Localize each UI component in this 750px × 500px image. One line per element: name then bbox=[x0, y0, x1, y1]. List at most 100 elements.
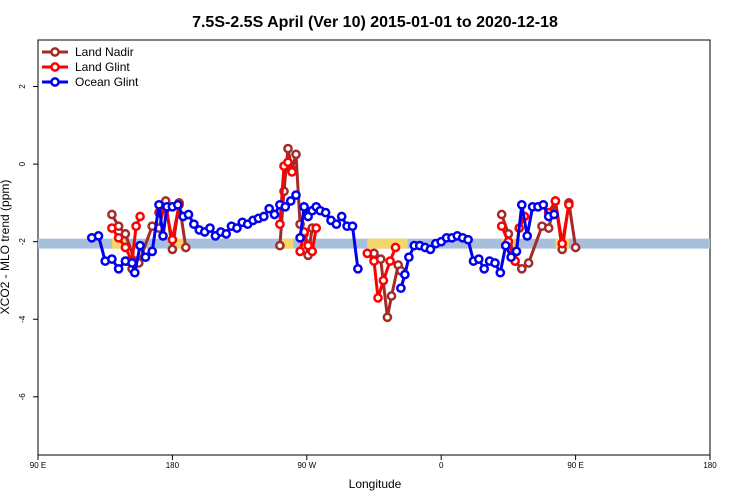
data-point-0-4-2 bbox=[382, 312, 393, 323]
plot-area bbox=[37, 39, 711, 456]
data-point-2-0-11 bbox=[154, 199, 164, 210]
data-point-1-5-0 bbox=[496, 221, 507, 232]
data-point-2-2-27 bbox=[538, 199, 549, 210]
x-tick-label-3: 0 bbox=[439, 461, 444, 470]
series-land-nadir bbox=[107, 143, 581, 323]
data-point-2-0-17 bbox=[183, 209, 194, 220]
series-ocean-glint bbox=[86, 190, 559, 294]
data-point-2-2-21 bbox=[506, 252, 516, 263]
data-point-0-3-4 bbox=[291, 149, 301, 160]
data-point-2-0-12 bbox=[158, 231, 168, 241]
data-point-2-0-35 bbox=[280, 201, 291, 212]
data-point-1-1-2 bbox=[167, 234, 178, 245]
legend-label-0: Land Nadir bbox=[75, 45, 134, 59]
data-point-2-0-36 bbox=[285, 196, 296, 206]
x-tick-label-0: 90 E bbox=[30, 461, 46, 470]
data-point-2-1-1 bbox=[299, 201, 309, 212]
data-point-2-0-15 bbox=[172, 199, 183, 210]
data-point-1-4-4 bbox=[385, 256, 395, 266]
y-tick-label-2: -2 bbox=[18, 238, 27, 246]
legend-label-1: Land Glint bbox=[75, 60, 130, 74]
data-point-1-2-3 bbox=[287, 167, 297, 177]
y-axis: 2 0 -2 -4 -6 bbox=[18, 84, 38, 400]
legend-label-2: Ocean Glint bbox=[75, 75, 139, 89]
data-point-0-5-0 bbox=[496, 209, 507, 220]
data-point-2-0-33 bbox=[269, 209, 280, 220]
data-point-2-1-11 bbox=[347, 221, 358, 232]
data-point-2-2-22 bbox=[511, 246, 522, 257]
data-point-2-2-29 bbox=[549, 209, 559, 220]
x-tick-label-2: 90 W bbox=[297, 461, 316, 470]
legend-swatch-marker-1 bbox=[50, 62, 60, 72]
legend-swatch-marker-2 bbox=[50, 77, 60, 87]
x-tick-label-5: 180 bbox=[703, 461, 717, 470]
series-land-glint bbox=[107, 157, 574, 303]
data-point-1-4-1 bbox=[369, 256, 379, 266]
data-point-1-0-5 bbox=[135, 211, 145, 222]
data-point-1-6-3 bbox=[564, 199, 574, 210]
series-layer bbox=[86, 143, 581, 323]
data-point-0-0-2 bbox=[120, 229, 131, 239]
data-point-2-0-24 bbox=[221, 229, 232, 239]
data-point-0-6-4 bbox=[570, 242, 581, 253]
data-point-2-2-15 bbox=[473, 254, 484, 264]
legend-swatch-marker-0 bbox=[50, 47, 60, 57]
data-point-0-2-4 bbox=[180, 242, 191, 253]
data-point-2-0-6 bbox=[127, 258, 137, 268]
data-point-0-3-2 bbox=[283, 143, 293, 154]
data-point-1-4-0 bbox=[362, 248, 373, 259]
data-point-2-2-18 bbox=[490, 258, 500, 268]
data-point-0-0-0 bbox=[107, 209, 117, 220]
data-point-2-2-13 bbox=[463, 234, 473, 245]
data-point-1-0-2 bbox=[120, 242, 131, 253]
y-tick-label-3: -4 bbox=[18, 315, 27, 323]
data-point-1-3-3 bbox=[307, 246, 318, 257]
x-tick-label-4: 90 E bbox=[567, 461, 583, 470]
data-point-2-2-2 bbox=[404, 252, 414, 263]
y-tick-label-0: 2 bbox=[18, 84, 27, 89]
data-point-1-0-0 bbox=[107, 223, 117, 233]
y-tick-label-1: 0 bbox=[18, 161, 27, 166]
data-point-2-2-20 bbox=[500, 240, 511, 251]
data-point-0-3-0 bbox=[275, 240, 285, 251]
data-point-2-0-9 bbox=[140, 252, 151, 263]
series-line-1-6 bbox=[547, 196, 571, 244]
data-point-2-2-1 bbox=[400, 269, 410, 280]
data-point-2-0-3 bbox=[107, 254, 117, 264]
data-point-2-1-12 bbox=[353, 263, 363, 274]
data-point-0-6-0 bbox=[543, 223, 554, 233]
data-point-0-2-2 bbox=[167, 244, 178, 255]
data-point-2-1-8 bbox=[331, 219, 342, 230]
x-axis-label: Longitude bbox=[349, 477, 402, 491]
data-point-2-0-1 bbox=[93, 231, 104, 241]
data-point-0-5-3 bbox=[516, 263, 527, 274]
x-axis: 90 E 180 90 W 0 90 E 180 bbox=[30, 455, 717, 470]
data-point-1-3-0 bbox=[295, 246, 305, 257]
chart-title: 7.5S-2.5S April (Ver 10) 2015-01-01 to 2… bbox=[192, 14, 558, 31]
data-point-2-2-0 bbox=[396, 283, 406, 294]
data-point-1-0-1 bbox=[113, 232, 124, 243]
data-point-1-2-0 bbox=[275, 219, 285, 230]
data-point-2-0-8 bbox=[135, 240, 145, 251]
data-point-0-4-3 bbox=[386, 291, 397, 301]
data-point-2-1-9 bbox=[336, 211, 347, 222]
data-point-2-0-10 bbox=[147, 246, 158, 257]
data-point-1-6-1 bbox=[550, 196, 561, 206]
data-point-0-5-4 bbox=[523, 258, 534, 268]
data-point-2-0-26 bbox=[232, 223, 242, 233]
data-point-2-1-6 bbox=[320, 207, 331, 218]
data-point-2-2-24 bbox=[522, 231, 533, 241]
data-point-1-4-5 bbox=[390, 242, 401, 253]
data-point-2-0-7 bbox=[129, 267, 140, 278]
data-point-2-1-0 bbox=[295, 232, 305, 243]
data-point-1-0-4 bbox=[131, 221, 141, 232]
data-point-2-0-32 bbox=[264, 203, 275, 214]
data-point-1-2-2 bbox=[283, 157, 293, 168]
data-point-2-0-37 bbox=[291, 190, 301, 200]
data-point-2-2-19 bbox=[495, 267, 506, 278]
data-point-1-6-2 bbox=[557, 238, 568, 249]
data-point-2-2-23 bbox=[516, 199, 527, 210]
data-point-2-2-6 bbox=[425, 244, 436, 255]
